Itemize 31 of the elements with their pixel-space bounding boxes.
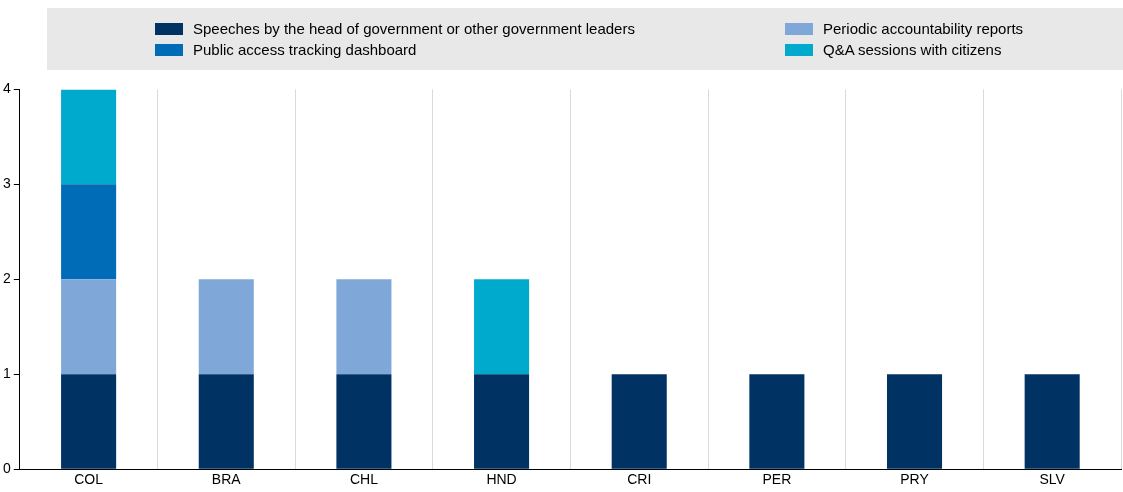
x-tick-label: PER (762, 471, 792, 488)
y-tick-label: 3 (2, 175, 11, 192)
bar (198, 374, 254, 469)
x-tick-label: CHL (349, 471, 379, 488)
x-tick-label: COL (74, 471, 104, 488)
bar (1024, 374, 1080, 469)
x-tick-label: HND (486, 471, 517, 488)
bar (61, 89, 117, 185)
x-tick-label: CRI (627, 471, 652, 488)
y-tick-label: 0 (2, 460, 11, 477)
bar (198, 279, 254, 375)
x-tick-label: SLV (1039, 471, 1066, 488)
y-tick-label: 1 (2, 365, 11, 382)
legend-label: Q&A sessions with citizens (823, 41, 1002, 58)
bar (61, 374, 117, 469)
bar (611, 374, 667, 469)
bar (336, 374, 392, 469)
bar (749, 374, 805, 469)
bar (61, 279, 117, 375)
legend-label: Public access tracking dashboard (193, 41, 417, 58)
bar (336, 279, 392, 375)
y-tick-label: 2 (2, 270, 11, 287)
legend-label: Periodic accountability reports (823, 20, 1024, 37)
x-tick-label: BRA (211, 471, 242, 488)
x-tick-label: PRY (900, 471, 930, 488)
bar (886, 374, 943, 469)
bar (61, 184, 117, 280)
legend-label: Speeches by the head of government or other government leaders (193, 20, 635, 37)
y-tick-label: 4 (2, 80, 11, 97)
bar (474, 374, 530, 469)
bar (474, 279, 530, 375)
